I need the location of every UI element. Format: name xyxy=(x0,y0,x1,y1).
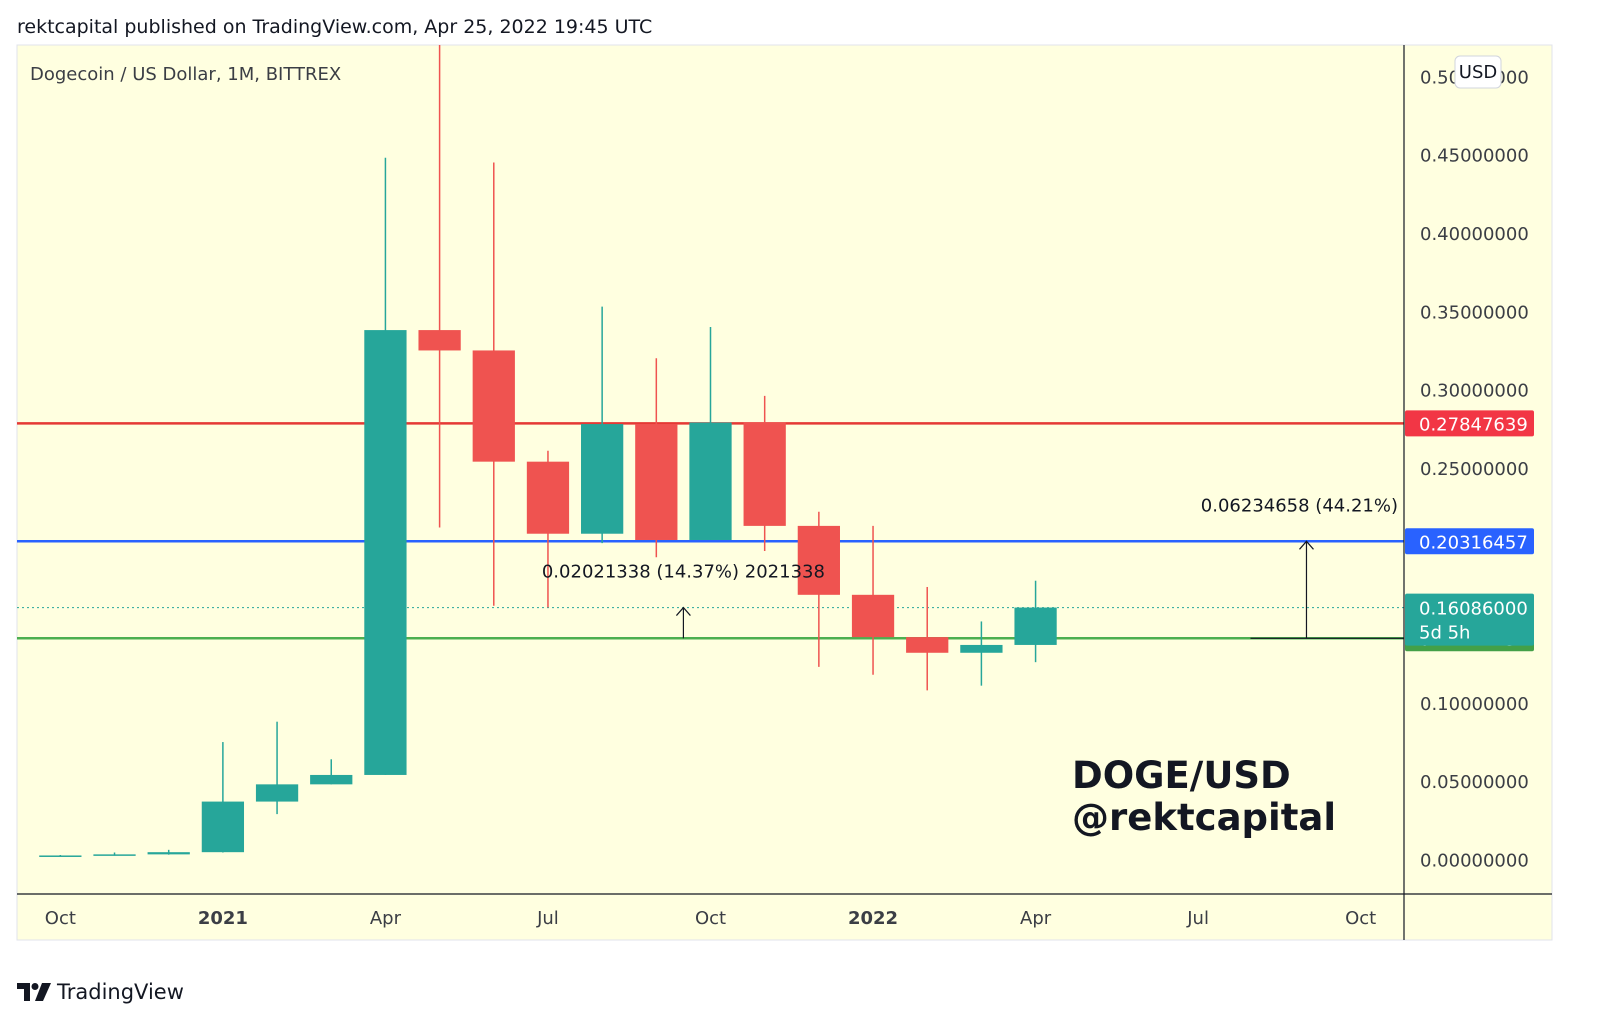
footer-brand-label: TradingView xyxy=(57,980,184,1004)
candle-7 xyxy=(418,45,461,528)
candle-12 xyxy=(689,326,732,540)
candle-10 xyxy=(581,306,624,544)
x-tick-label: Oct xyxy=(1345,908,1376,929)
y-tick-label: 0.45000000 xyxy=(1420,146,1529,167)
candle-15 xyxy=(851,525,895,675)
price-tag-label: 0.20316457 xyxy=(1419,532,1528,553)
time-axis[interactable]: Oct 2021 Apr Jul Oct 2022 Apr Jul Oct xyxy=(45,908,1376,929)
candle-body xyxy=(472,350,515,462)
candle-body xyxy=(364,330,407,775)
price-axis[interactable]: 0.500000000.450000000.400000000.35000000… xyxy=(1420,67,1529,871)
price-tag-countdown: 5d 5h xyxy=(1419,623,1470,644)
y-tick-label: 0.30000000 xyxy=(1420,381,1529,402)
price-tag-bg xyxy=(1405,593,1534,646)
candle-5 xyxy=(310,759,353,785)
measurement-label: 0.06234658 (44.21%) xyxy=(1201,495,1398,516)
candle-body xyxy=(1014,607,1057,645)
candle-14 xyxy=(797,511,840,667)
price-tags-layer: 0.278476390.203164570.141241520.16086000… xyxy=(1405,410,1534,652)
candle-0 xyxy=(39,854,82,857)
y-tick-label: 0.35000000 xyxy=(1420,302,1529,323)
price-tag-label: 0.16086000 xyxy=(1419,599,1528,620)
candle-body xyxy=(960,644,1003,653)
candle-body xyxy=(310,774,353,785)
candle-body xyxy=(635,424,678,540)
chart-title: Dogecoin / US Dollar, 1M, BITTREX xyxy=(30,64,341,85)
candle-3 xyxy=(201,742,245,853)
price-tag-midline: 0.20316457 xyxy=(1405,528,1534,555)
candle-6 xyxy=(364,157,407,775)
candle-body xyxy=(93,854,136,856)
candles-layer xyxy=(39,45,1057,857)
publisher-line: rektcapital published on TradingView.com… xyxy=(17,16,653,38)
candle-body xyxy=(906,637,949,653)
candle-4 xyxy=(255,721,299,815)
x-tick-label: 2022 xyxy=(848,908,898,929)
x-tick-label: Jul xyxy=(1186,908,1209,929)
candle-body xyxy=(255,784,299,802)
measurement-1: 0.06234658 (44.21%) xyxy=(1201,495,1404,639)
candle-body xyxy=(526,461,570,534)
candle-body xyxy=(147,852,190,855)
candle-body xyxy=(689,422,732,540)
y-tick-label: 0.40000000 xyxy=(1420,224,1529,245)
annotations-layer: 0.02021338 (14.37%) 2021338 0.06234658 (4… xyxy=(542,495,1404,639)
price-tag-last: 0.16086000 5d 5h xyxy=(1405,593,1534,646)
candle-11 xyxy=(635,358,678,558)
candle-16 xyxy=(906,586,949,691)
footer-brand[interactable]: TradingView xyxy=(17,980,184,1004)
price-tag-label: 0.27847639 xyxy=(1419,414,1528,435)
x-tick-label: Oct xyxy=(695,908,726,929)
candle-body xyxy=(39,855,82,857)
x-tick-label: 2021 xyxy=(198,908,248,929)
candle-1 xyxy=(93,852,136,856)
candle-body xyxy=(743,422,786,526)
currency-button[interactable]: USD xyxy=(1454,55,1502,89)
price-tag-bg xyxy=(1405,528,1534,555)
y-tick-label: 0.00000000 xyxy=(1420,851,1529,872)
currency-label: USD xyxy=(1459,62,1497,83)
measurement-arrow-head xyxy=(675,606,691,616)
measurement-arrow-head xyxy=(1299,540,1314,550)
y-tick-label: 0.10000000 xyxy=(1420,694,1529,715)
candle-13 xyxy=(743,395,786,551)
watermark-line-2: @rektcapital xyxy=(1072,796,1336,839)
x-tick-label: Jul xyxy=(536,908,559,929)
measurement-0: 0.02021338 (14.37%) 2021338 xyxy=(542,562,825,639)
watermark-line-1: DOGE/USD xyxy=(1072,754,1291,797)
candle-body xyxy=(797,525,840,595)
candle-body xyxy=(201,801,245,853)
y-tick-label: 0.05000000 xyxy=(1420,772,1529,793)
candle-body xyxy=(581,424,624,534)
candle-2 xyxy=(147,849,190,855)
y-tick-label: 0.25000000 xyxy=(1420,459,1529,480)
price-tag-resistance: 0.27847639 xyxy=(1405,410,1534,437)
candle-body xyxy=(851,594,895,638)
candle-8 xyxy=(472,162,515,606)
measurement-label: 0.02021338 (14.37%) 2021338 xyxy=(542,562,825,583)
candle-body xyxy=(418,330,461,351)
x-tick-label: Apr xyxy=(370,908,402,929)
price-tag-bg xyxy=(1405,410,1534,437)
x-tick-label: Apr xyxy=(1020,908,1052,929)
candle-17 xyxy=(960,621,1003,686)
tradingview-logo-icon xyxy=(17,983,51,1001)
candle-9 xyxy=(526,450,570,608)
candle-18 xyxy=(1014,580,1057,663)
x-tick-label: Oct xyxy=(45,908,76,929)
